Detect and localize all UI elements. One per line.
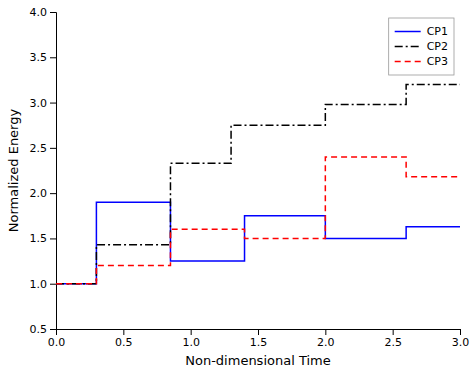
legend-label: CP2 bbox=[427, 40, 448, 53]
legend-label: CP3 bbox=[427, 55, 448, 68]
legend-swatch bbox=[395, 31, 421, 33]
tick: 1.5 bbox=[30, 232, 57, 245]
tick: 0.0 bbox=[48, 329, 66, 349]
tick: 0.5 bbox=[115, 329, 133, 349]
tick-label: 0.0 bbox=[48, 336, 66, 349]
tick-mark bbox=[191, 329, 192, 335]
tick-mark bbox=[50, 193, 56, 194]
tick-mark bbox=[50, 238, 56, 239]
tick-mark bbox=[393, 329, 394, 335]
tick: 0.5 bbox=[30, 323, 57, 336]
tick-label: 3.5 bbox=[30, 51, 48, 64]
tick-label: 2.0 bbox=[317, 336, 335, 349]
tick-label: 1.5 bbox=[30, 232, 48, 245]
legend-frame bbox=[389, 18, 454, 75]
tick-mark bbox=[50, 148, 56, 149]
tick: 2.0 bbox=[30, 187, 57, 200]
tick: 3.0 bbox=[30, 97, 57, 110]
legend-swatch bbox=[395, 46, 421, 48]
y-axis-title: Normalized Energy bbox=[6, 109, 21, 233]
x-axis-title: Non-dimensional Time bbox=[185, 353, 330, 368]
tick-label: 3.0 bbox=[30, 97, 48, 110]
tick: 1.0 bbox=[30, 278, 57, 291]
tick: 1.5 bbox=[250, 329, 268, 349]
legend-swatch bbox=[395, 61, 421, 63]
tick-label: 3.0 bbox=[452, 336, 470, 349]
tick-mark bbox=[50, 284, 56, 285]
tick-mark bbox=[325, 329, 326, 335]
tick: 3.0 bbox=[452, 329, 470, 349]
tick: 2.0 bbox=[317, 329, 335, 349]
tick-mark bbox=[258, 329, 259, 335]
tick-mark bbox=[460, 329, 461, 335]
legend-label: CP1 bbox=[427, 25, 448, 38]
tick-label: 4.0 bbox=[30, 6, 48, 19]
x-axis: 0.0 0.5 1.0 1.5 2.0 2.5 3.0 bbox=[48, 329, 470, 349]
tick-mark bbox=[50, 329, 56, 330]
tick-label: 1.5 bbox=[250, 336, 268, 349]
tick: 3.5 bbox=[30, 51, 57, 64]
series-lines bbox=[56, 84, 460, 283]
tick: 2.5 bbox=[384, 329, 402, 349]
tick: 4.0 bbox=[30, 6, 57, 19]
axis-line bbox=[57, 330, 461, 336]
tick: 2.5 bbox=[30, 142, 57, 155]
tick-label: 1.0 bbox=[182, 336, 200, 349]
tick-mark bbox=[50, 12, 56, 13]
plot: 0.00.51.01.52.02.53.00.51.01.52.02.53.03… bbox=[30, 6, 470, 349]
tick-label: 2.0 bbox=[30, 187, 48, 200]
tick-mark bbox=[50, 103, 56, 104]
tick-label: 2.5 bbox=[384, 336, 402, 349]
y-axis: 0.5 1.0 1.5 2.0 2.5 3.0 3.5 4.0 bbox=[30, 6, 57, 336]
axis-line bbox=[50, 13, 57, 330]
tick-mark bbox=[123, 329, 124, 335]
tick: 1.0 bbox=[182, 329, 200, 349]
tick-label: 0.5 bbox=[115, 336, 133, 349]
legend: CP1 CP2 CP3 bbox=[389, 18, 454, 75]
tick-label: 0.5 bbox=[30, 323, 48, 336]
chart: 0.00.51.01.52.02.53.00.51.01.52.02.53.03… bbox=[0, 0, 474, 373]
series-line bbox=[56, 84, 460, 283]
tick-label: 1.0 bbox=[30, 278, 48, 291]
series-line bbox=[56, 157, 460, 284]
tick-mark bbox=[50, 57, 56, 58]
tick-label: 2.5 bbox=[30, 142, 48, 155]
series-line bbox=[56, 202, 460, 284]
